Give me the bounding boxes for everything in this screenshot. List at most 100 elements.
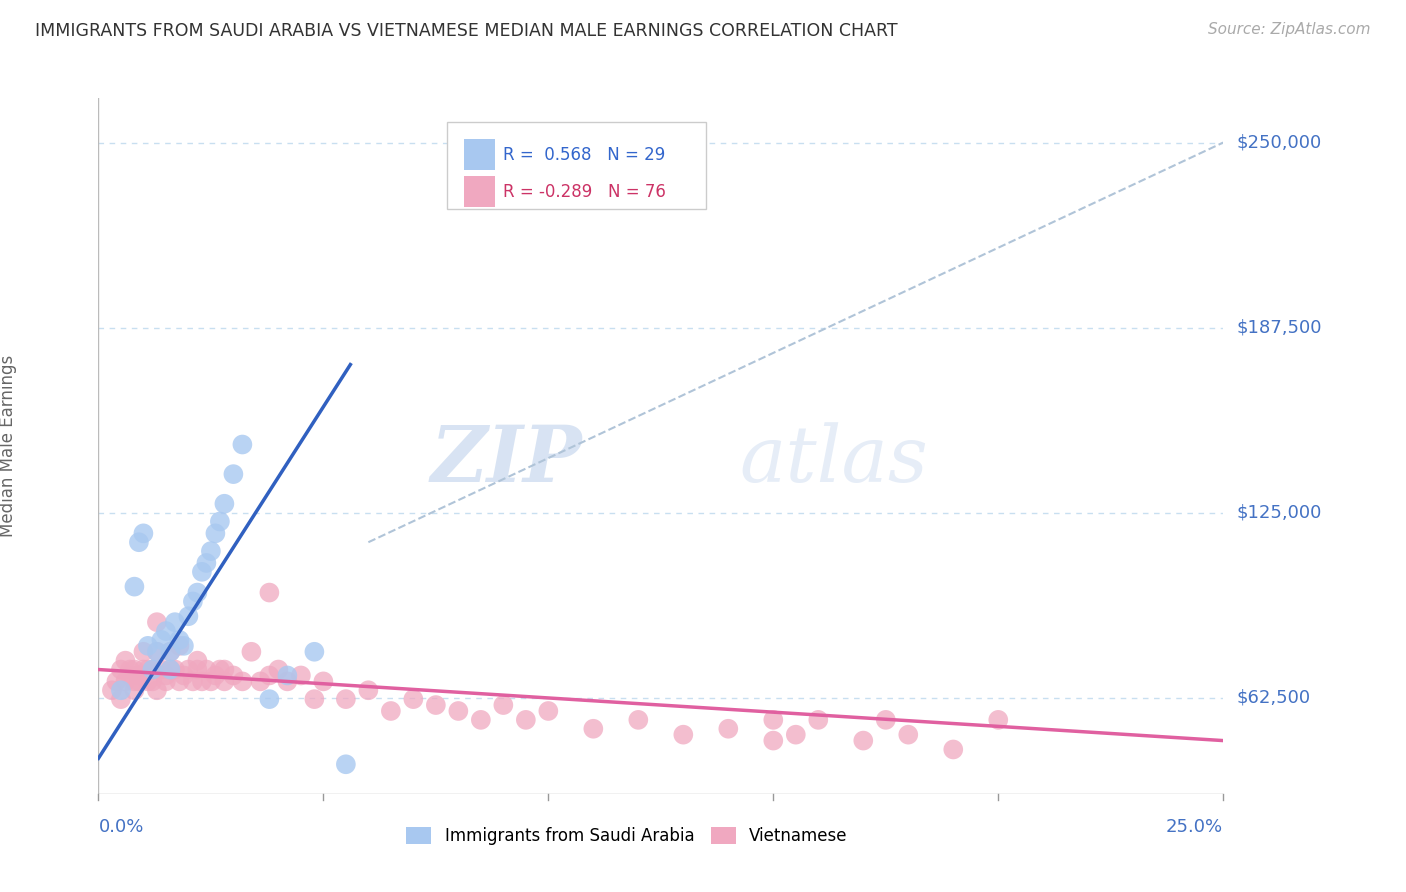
Point <box>186 585 208 599</box>
Point <box>785 728 807 742</box>
Point <box>304 645 326 659</box>
Point <box>146 645 169 659</box>
Text: IMMIGRANTS FROM SAUDI ARABIA VS VIETNAMESE MEDIAN MALE EARNINGS CORRELATION CHAR: IMMIGRANTS FROM SAUDI ARABIA VS VIETNAME… <box>35 22 898 40</box>
Point <box>141 674 163 689</box>
Point <box>124 580 146 594</box>
Point <box>101 683 124 698</box>
Text: $250,000: $250,000 <box>1237 134 1322 152</box>
Point <box>276 668 298 682</box>
FancyBboxPatch shape <box>447 122 706 210</box>
Point <box>762 713 785 727</box>
Text: 25.0%: 25.0% <box>1166 818 1223 836</box>
Point <box>897 728 920 742</box>
Point <box>141 663 163 677</box>
Point <box>200 674 222 689</box>
Point <box>717 722 740 736</box>
Point <box>150 663 173 677</box>
Point <box>852 733 875 747</box>
Point <box>259 668 281 682</box>
Point <box>146 615 169 629</box>
Point <box>214 674 236 689</box>
Point <box>222 668 245 682</box>
Point <box>942 742 965 756</box>
Point <box>380 704 402 718</box>
Point <box>128 535 150 549</box>
Point <box>204 668 226 682</box>
Point <box>276 674 298 689</box>
Point <box>402 692 425 706</box>
Point <box>987 713 1010 727</box>
Point <box>155 668 177 682</box>
Point <box>177 663 200 677</box>
Point <box>214 497 236 511</box>
Point <box>155 674 177 689</box>
Point <box>150 632 173 647</box>
Text: $125,000: $125,000 <box>1237 504 1322 522</box>
Point <box>114 654 136 668</box>
Point <box>146 645 169 659</box>
Point <box>672 728 695 742</box>
Point <box>214 663 236 677</box>
Point <box>357 683 380 698</box>
Point <box>128 674 150 689</box>
Point <box>110 692 132 706</box>
Point <box>200 544 222 558</box>
Point <box>124 683 146 698</box>
Point <box>627 713 650 727</box>
Point <box>159 645 181 659</box>
Point <box>335 757 357 772</box>
Point <box>208 663 231 677</box>
Point <box>447 704 470 718</box>
Bar <box>464 139 495 170</box>
Text: 0.0%: 0.0% <box>98 818 143 836</box>
Point <box>204 526 226 541</box>
Point <box>492 698 515 712</box>
Point <box>136 639 159 653</box>
Point <box>181 674 204 689</box>
Point <box>231 437 253 451</box>
Text: R =  0.568   N = 29: R = 0.568 N = 29 <box>503 145 665 164</box>
Point <box>105 674 128 689</box>
Point <box>132 526 155 541</box>
Point <box>177 609 200 624</box>
Point <box>146 683 169 698</box>
Point <box>191 674 214 689</box>
Point <box>128 668 150 682</box>
Point <box>267 663 290 677</box>
Point <box>132 663 155 677</box>
Point <box>124 663 146 677</box>
Point <box>136 674 159 689</box>
Point <box>470 713 492 727</box>
Point <box>582 722 605 736</box>
Point <box>312 674 335 689</box>
Point <box>259 585 281 599</box>
Text: Median Male Earnings: Median Male Earnings <box>0 355 17 537</box>
Point <box>240 645 263 659</box>
Text: $187,500: $187,500 <box>1237 318 1322 336</box>
Point <box>169 674 191 689</box>
Point <box>114 674 136 689</box>
Text: $62,500: $62,500 <box>1237 689 1310 706</box>
Point <box>124 674 146 689</box>
Point <box>537 704 560 718</box>
Point <box>141 663 163 677</box>
Point <box>304 692 326 706</box>
Point <box>155 624 177 638</box>
Point <box>335 692 357 706</box>
Point <box>173 639 195 653</box>
Point <box>181 594 204 608</box>
Point <box>249 674 271 689</box>
Point <box>191 565 214 579</box>
Point <box>762 733 785 747</box>
Point <box>875 713 897 727</box>
Point <box>222 467 245 482</box>
Point <box>110 663 132 677</box>
Text: Source: ZipAtlas.com: Source: ZipAtlas.com <box>1208 22 1371 37</box>
Point <box>169 632 191 647</box>
Point <box>290 668 312 682</box>
Point <box>159 645 181 659</box>
Point <box>163 615 186 629</box>
Point <box>118 663 141 677</box>
Bar <box>464 176 495 207</box>
Text: ZIP: ZIP <box>430 422 582 498</box>
